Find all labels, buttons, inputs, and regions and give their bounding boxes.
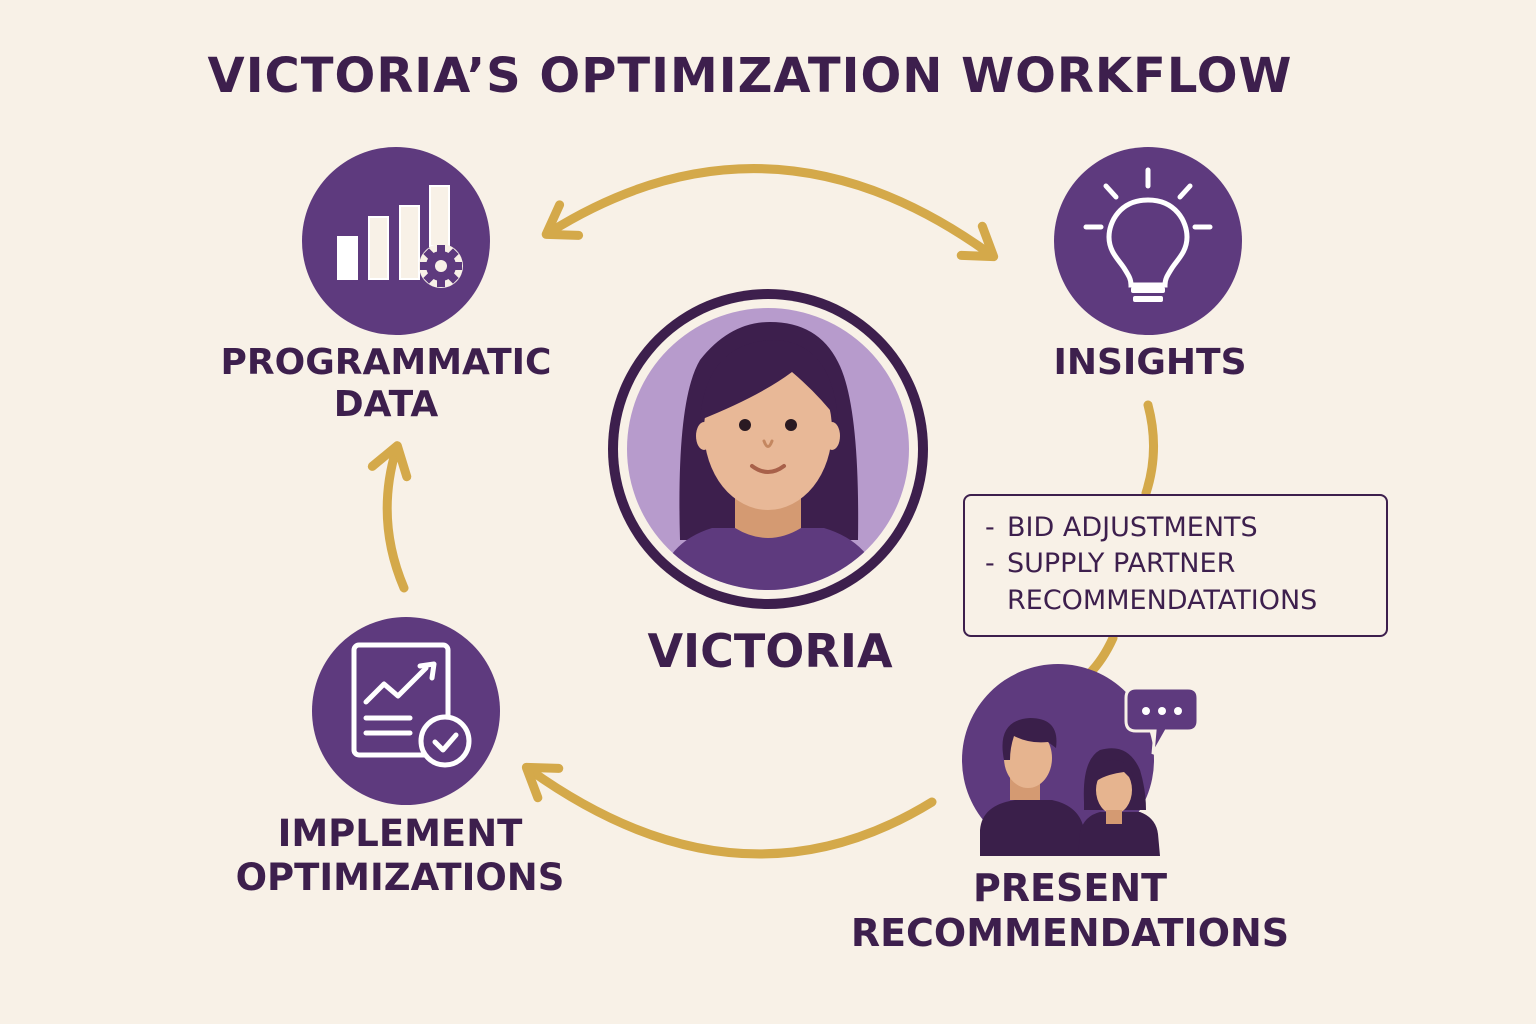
note-dash: - [985,512,995,543]
label-line: PROGRAMMATIC [220,342,552,383]
connector-insights-box [1141,400,1158,498]
step-label-insights: INSIGHTS [1000,342,1300,384]
center-name: VICTORIA [647,624,893,678]
label-line: INSIGHTS [1053,342,1247,383]
note-item: - SUPPLY PARTNER RECOMMENDATATIONS [985,546,1366,619]
label-line: OPTIMIZATIONS [235,855,565,899]
arrow-data-insights [541,164,999,262]
arrow-present-implement [521,762,937,859]
label-line: PRESENT [972,866,1168,910]
diagram-title: VICTORIA’S OPTIMIZATION WORKFLOW [207,48,1293,104]
note-text: SUPPLY PARTNER RECOMMENDATATIONS [1007,548,1318,616]
note-text: BID ADJUSTMENTS [1007,512,1258,543]
report-check-icon [312,617,500,805]
recommendations-note: - BID ADJUSTMENTS - SUPPLY PARTNER RECOM… [963,494,1388,637]
note-item: - BID ADJUSTMENTS [985,510,1366,546]
step-label-implement-optimizations: IMPLEMENT OPTIMIZATIONS [200,812,600,899]
bar-chart-gear-icon [302,147,490,335]
lightbulb-icon [1054,147,1242,335]
label-line: IMPLEMENT [277,812,523,855]
arrow-implement-data [367,441,412,593]
label-line: DATA [333,384,439,426]
note-dash: - [985,548,995,580]
person-avatar-icon [608,289,928,609]
label-line: RECOMMENDATIONS [850,910,1290,955]
people-chat-icon [962,664,1200,856]
step-label-programmatic-data: PROGRAMMATIC DATA [196,342,576,427]
connector-box-present [1084,633,1118,679]
step-label-present-recommendations: PRESENT RECOMMENDATIONS [830,866,1310,956]
